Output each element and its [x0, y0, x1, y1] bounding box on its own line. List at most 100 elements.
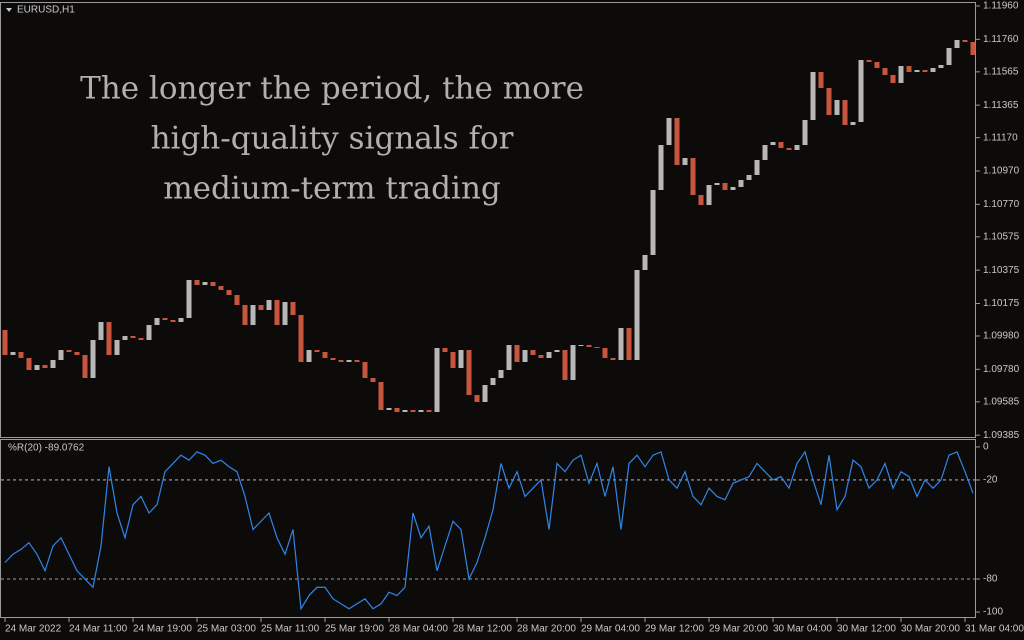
- y-tick-label: -80: [983, 574, 998, 585]
- price-panel: [0, 2, 976, 438]
- candle-body: [618, 328, 624, 360]
- candle-body: [50, 360, 56, 368]
- y-tick-label: 1.11760: [983, 34, 1019, 45]
- candle-body: [642, 255, 648, 270]
- candle-body: [866, 60, 872, 62]
- menu-arrow[interactable]: [6, 8, 12, 12]
- x-tick-label: 30 Mar 12:00: [837, 624, 896, 635]
- candle-body: [650, 190, 656, 255]
- candle-body: [682, 158, 688, 165]
- candle-body: [18, 352, 24, 358]
- candle-body: [66, 350, 72, 352]
- x-tick-label: 28 Mar 04:00: [389, 624, 448, 635]
- x-tick-label: 29 Mar 12:00: [645, 624, 704, 635]
- candle-body: [242, 305, 248, 325]
- candle-body: [58, 350, 64, 360]
- candle-body: [122, 336, 128, 340]
- candle-body: [298, 315, 304, 362]
- candle-body: [34, 365, 40, 370]
- candle-body: [170, 320, 176, 322]
- candle-body: [946, 48, 952, 65]
- candle-body: [818, 72, 824, 88]
- candle-body: [634, 270, 640, 360]
- candle-body: [354, 360, 360, 362]
- candle-body: [194, 280, 200, 285]
- candle-body: [282, 302, 288, 325]
- candle-body: [578, 345, 584, 346]
- candle-body: [858, 60, 864, 122]
- candle-body: [970, 42, 976, 55]
- y-tick-label: 1.11170: [983, 132, 1018, 143]
- candle-body: [442, 348, 448, 352]
- candle-body: [106, 322, 112, 355]
- candle-body: [138, 338, 144, 340]
- candle-body: [746, 175, 752, 180]
- candle-body: [666, 118, 672, 145]
- candle-body: [954, 40, 960, 48]
- candle-body: [338, 360, 344, 362]
- candle-body: [842, 100, 848, 125]
- x-tick-label: 29 Mar 04:00: [581, 624, 640, 635]
- candle-body: [210, 282, 216, 286]
- candle-body: [162, 318, 168, 320]
- candle-body: [922, 70, 928, 72]
- candle-body: [762, 145, 768, 160]
- y-tick-label: 1.10970: [983, 166, 1020, 177]
- candle-body: [602, 348, 608, 358]
- candle-body: [826, 88, 832, 115]
- candle-body: [658, 145, 664, 190]
- candle-body: [770, 142, 776, 145]
- candle-body: [314, 350, 320, 352]
- candle-body: [226, 290, 232, 295]
- annotation: The longer the period, the more: [80, 71, 584, 107]
- y-tick-label: -100: [983, 607, 1003, 618]
- indicator-line: [4, 450, 974, 611]
- candle-body: [794, 145, 800, 150]
- candle-body: [98, 322, 104, 340]
- candle-body: [930, 68, 936, 72]
- y-tick-label: 1.11960: [983, 1, 1019, 12]
- y-tick-label: 1.09980: [983, 331, 1020, 342]
- candle-body: [514, 345, 520, 362]
- candle-body: [306, 350, 312, 362]
- candle-body: [410, 410, 416, 412]
- indicator-title: %R(20) -89.0762: [8, 443, 85, 454]
- candle-body: [554, 350, 560, 352]
- candle-body: [698, 195, 704, 205]
- candle-body: [458, 350, 464, 368]
- candle-body: [474, 395, 480, 402]
- candle-body: [498, 370, 504, 378]
- candle-body: [890, 75, 896, 83]
- candle-body: [722, 183, 728, 190]
- candle-body: [506, 345, 512, 370]
- x-tick-label: 31 Mar 04:00: [965, 624, 1024, 635]
- candle-body: [714, 183, 720, 185]
- candle-body: [626, 328, 632, 360]
- candle-body: [82, 355, 88, 378]
- y-tick-label: 1.09585: [983, 396, 1020, 407]
- candle-body: [538, 355, 544, 358]
- candle-body: [362, 362, 368, 378]
- candle-body: [810, 72, 816, 120]
- candle-body: [42, 365, 48, 368]
- indicator-panel: [0, 439, 976, 618]
- candle-body: [938, 65, 944, 68]
- x-tick-label: 24 Mar 11:00: [69, 624, 128, 635]
- candle-body: [450, 352, 456, 368]
- candle-body: [114, 340, 120, 355]
- candle-body: [562, 350, 568, 380]
- candle-body: [370, 378, 376, 382]
- candle-body: [394, 408, 400, 412]
- candle-body: [482, 385, 488, 402]
- annotation: high-quality signals for: [151, 121, 514, 157]
- candle-body: [530, 350, 536, 355]
- x-tick-label: 25 Mar 03:00: [197, 624, 256, 635]
- candle-body: [786, 148, 792, 150]
- candle-body: [202, 282, 208, 285]
- candle-body: [26, 358, 32, 370]
- candle-body: [850, 122, 856, 125]
- candle-body: [874, 62, 880, 68]
- candle-body: [10, 352, 16, 355]
- y-tick-label: 1.10575: [983, 231, 1020, 242]
